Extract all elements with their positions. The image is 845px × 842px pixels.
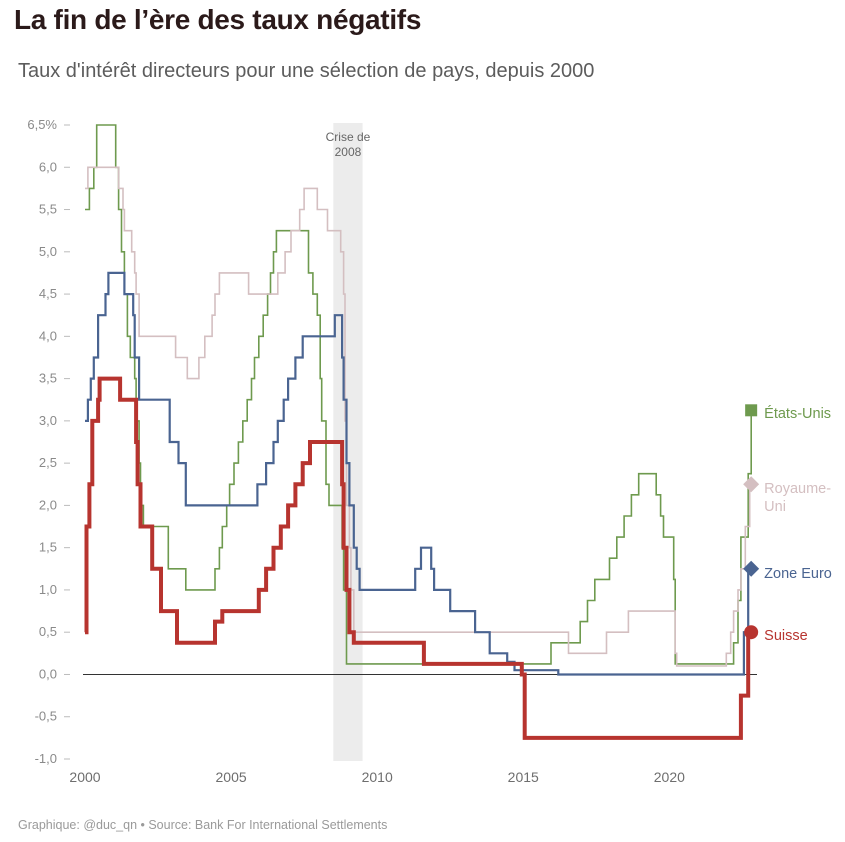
y-tick-label: 5,0 — [39, 244, 57, 259]
series-marker-suisse — [744, 625, 759, 640]
series-marker-royaume-uni — [743, 476, 760, 493]
series-marker-tats-unis — [745, 404, 758, 417]
crisis-label-line: Crise de — [326, 130, 371, 144]
series-label-layer: États-Unis Royaume- Uni Zone Euro Suisse — [764, 405, 832, 644]
series-line-tats-unis — [85, 124, 752, 665]
y-tick-label: 0,0 — [39, 666, 57, 681]
y-tick-label: -1,0 — [35, 751, 57, 766]
series-marker-zone-euro — [743, 560, 760, 577]
series-label-line: Zone Euro — [764, 566, 832, 582]
series-label-royaume-uni: Royaume- Uni — [764, 481, 831, 515]
series-line-suisse — [84, 376, 752, 740]
crisis-label-line: 2008 — [335, 145, 362, 159]
y-tick-label: 2,0 — [39, 497, 57, 512]
x-tick-label: 2000 — [69, 769, 100, 785]
axis-layer: 6,5% 6,0 5,5 5,0 4,5 4,0 3,5 3,0 2,5 2,0 1,5 1,0 0,5… — [27, 117, 757, 785]
series-label-line: États-Unis — [764, 405, 831, 422]
series-label-suisse: Suisse — [764, 628, 808, 644]
chart-title: La fin de l’ère des taux négatifs — [14, 4, 422, 35]
series-label-line: Uni — [764, 499, 786, 515]
y-tick-label: 1,0 — [39, 582, 57, 597]
series-label-line: Royaume- — [764, 481, 831, 497]
y-tick-label: 4,5 — [39, 286, 57, 301]
source-note: Graphique: @duc_qn • Source: Bank For In… — [18, 818, 388, 832]
crisis-label: Crise de 2008 — [326, 130, 371, 159]
series-label-zone-euro: Zone Euro — [764, 566, 832, 582]
y-tick-label: 2,5 — [39, 455, 57, 470]
y-tick-label: 6,5% — [27, 117, 57, 132]
series-line-royaume-uni — [85, 166, 752, 667]
series-label-tats-unis: États-Unis — [764, 405, 831, 422]
y-tick-label: 3,0 — [39, 413, 57, 428]
series-line-zone-euro — [85, 271, 752, 676]
y-tick-label: 5,5 — [39, 202, 57, 217]
x-tick-label: 2010 — [362, 769, 393, 785]
x-tick-label: 2005 — [216, 769, 247, 785]
y-tick-label: 1,5 — [39, 540, 57, 555]
x-tick-label: 2015 — [508, 769, 539, 785]
y-tick-label: 0,5 — [39, 624, 57, 639]
x-tick-label: 2020 — [654, 769, 685, 785]
y-tick-label: 3,5 — [39, 371, 57, 386]
y-tick-label: 4,0 — [39, 328, 57, 343]
y-tick-label: 6,0 — [39, 159, 57, 174]
chart-subtitle: Taux d'intérêt directeurs pour une sélec… — [18, 60, 595, 82]
y-tick-label: -0,5 — [35, 709, 57, 724]
series-layer — [84, 124, 760, 740]
series-label-line: Suisse — [764, 628, 808, 644]
